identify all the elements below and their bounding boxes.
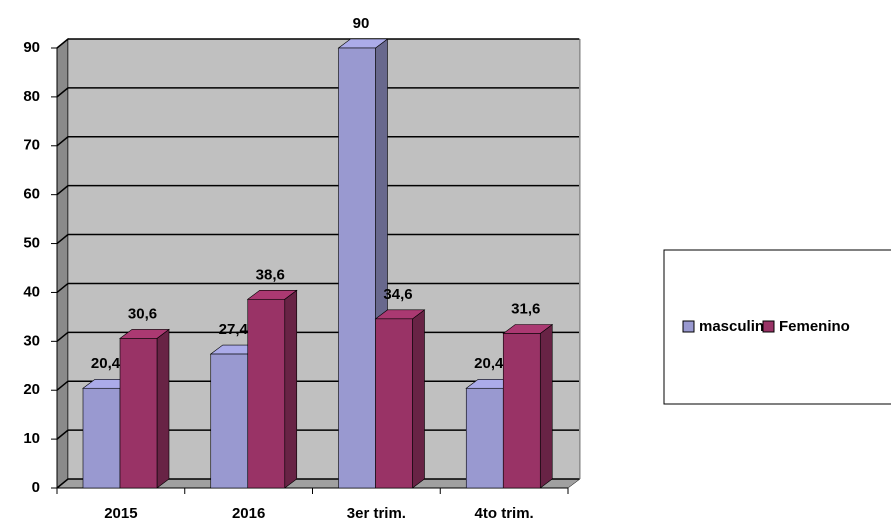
bar (375, 318, 413, 489)
y-tick-label: 30 (23, 332, 40, 349)
legend-label: Femenino (779, 318, 850, 335)
bar (502, 333, 541, 489)
y-tick-label: 90 (23, 39, 40, 56)
bar-side (284, 289, 298, 489)
bar (338, 47, 376, 489)
y-tick-label: 10 (23, 430, 40, 447)
bar (119, 338, 158, 489)
bar (82, 387, 121, 489)
value-label: 31,6 (511, 300, 540, 317)
x-tick-label: 4to trim. (475, 505, 534, 522)
legend-swatch (762, 320, 775, 333)
legend-label: masculino (699, 318, 773, 335)
y-tick-label: 50 (23, 235, 40, 252)
grid-line (56, 87, 579, 98)
grid-line (56, 282, 579, 294)
legend-swatch (682, 320, 695, 333)
bar (210, 353, 249, 489)
left-wall (56, 37, 69, 490)
grid-line (56, 233, 579, 245)
value-label: 90 (353, 15, 370, 32)
legend-box (663, 249, 891, 405)
value-label: 30,6 (128, 305, 157, 322)
y-tick-label: 80 (23, 88, 40, 105)
bar-side (539, 323, 553, 489)
y-tick-label: 20 (23, 381, 40, 398)
grid-line (56, 184, 579, 196)
value-label: 34,6 (383, 286, 412, 303)
x-tick-label: 2016 (232, 505, 265, 522)
value-label: 20,4 (91, 355, 121, 372)
bar-side (156, 328, 170, 489)
y-tick-label: 60 (23, 186, 40, 203)
value-label: 38,6 (256, 266, 285, 283)
grid-line (56, 136, 579, 147)
bar-side (412, 309, 425, 489)
y-tick-label: 0 (32, 479, 40, 496)
bar (247, 298, 286, 489)
y-tick-label: 70 (23, 137, 40, 154)
value-label: 27,4 (219, 321, 249, 338)
x-tick-label: 3er trim. (347, 505, 406, 522)
y-tick-label: 40 (23, 283, 40, 300)
bar (465, 387, 504, 489)
x-tick-label: 2015 (104, 505, 137, 522)
value-label: 20,4 (474, 355, 504, 372)
grid-line (56, 38, 579, 49)
